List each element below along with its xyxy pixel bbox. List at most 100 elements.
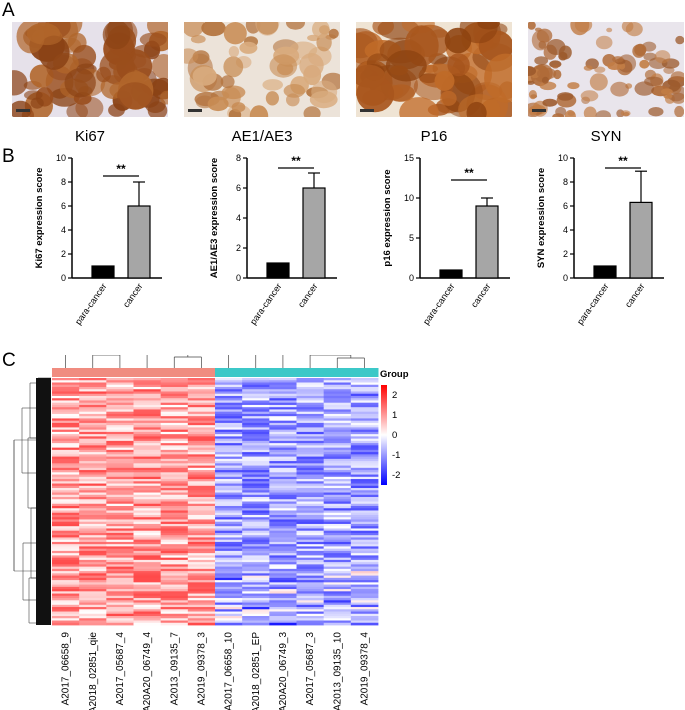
heatmap-cell bbox=[187, 535, 216, 538]
heatmap-cell bbox=[323, 568, 352, 572]
heatmap-cell bbox=[52, 589, 80, 592]
heatmap-cell bbox=[350, 501, 379, 505]
heatmap-cell bbox=[106, 586, 134, 590]
heatmap-cell bbox=[133, 449, 162, 453]
heatmap-cell bbox=[79, 407, 107, 410]
heatmap-cell bbox=[269, 398, 297, 401]
heatmap-cell bbox=[79, 566, 107, 570]
heatmap-cell bbox=[160, 595, 189, 599]
heatmap-cell bbox=[52, 395, 80, 399]
heatmap-cell bbox=[160, 438, 189, 442]
heatmap-cell bbox=[296, 488, 325, 491]
heatmap-cell bbox=[133, 476, 162, 480]
stain-region bbox=[580, 90, 599, 102]
heatmap-cell bbox=[52, 618, 80, 621]
stain-region bbox=[249, 105, 269, 117]
heatmap-cell bbox=[350, 577, 379, 581]
heatmap-cell bbox=[296, 416, 325, 419]
heatmap-cell bbox=[296, 553, 325, 556]
x-tick-label: para-cancer bbox=[575, 281, 611, 326]
heatmap-cell bbox=[269, 490, 297, 493]
heatmap-cell bbox=[133, 416, 162, 419]
heatmap-cell bbox=[350, 616, 379, 619]
heatmap-cell bbox=[133, 618, 162, 621]
heatmap-cell bbox=[106, 589, 134, 592]
stain-region bbox=[447, 53, 470, 77]
heatmap-cell bbox=[350, 512, 379, 516]
heatmap-cell bbox=[215, 553, 243, 556]
heatmap-cell bbox=[215, 443, 243, 446]
heatmap-cell bbox=[350, 483, 379, 487]
heatmap-cell bbox=[215, 557, 243, 561]
heatmap-cell bbox=[106, 622, 134, 626]
heatmap-cell bbox=[242, 492, 270, 496]
heatmap-cell bbox=[160, 609, 189, 612]
heatmap-cell bbox=[133, 465, 162, 469]
heatmap-cell bbox=[79, 389, 107, 392]
heatmap-cell bbox=[133, 411, 162, 415]
stain-region bbox=[262, 79, 283, 91]
stain-region bbox=[16, 22, 45, 54]
heatmap-cell bbox=[187, 564, 216, 568]
heatmap-cell bbox=[242, 463, 270, 466]
heatmap-cell bbox=[133, 440, 162, 444]
heatmap-cell bbox=[350, 461, 379, 464]
stain-region bbox=[459, 22, 498, 44]
heatmap-cell bbox=[160, 528, 189, 532]
x-tick-label: para-cancer bbox=[73, 281, 109, 326]
ihc-image-ki67 bbox=[12, 22, 168, 117]
stain-region bbox=[311, 80, 338, 104]
heatmap-cell bbox=[160, 548, 189, 552]
heatmap-cell bbox=[215, 494, 243, 498]
heatmap-cell bbox=[52, 532, 80, 536]
heatmap-cell bbox=[106, 593, 134, 597]
heatmap-cell bbox=[296, 580, 325, 583]
heatmap-cell bbox=[350, 526, 379, 529]
heatmap-cell bbox=[215, 501, 243, 505]
heatmap-cell bbox=[160, 566, 189, 570]
heatmap-cell bbox=[215, 566, 243, 570]
heatmap-cell bbox=[52, 380, 80, 383]
heatmap-cell bbox=[242, 411, 270, 415]
heatmap-cell bbox=[160, 532, 189, 536]
heatmap-cell bbox=[133, 458, 162, 462]
legend-title: Group bbox=[380, 369, 409, 380]
heatmap-cell bbox=[160, 436, 189, 440]
heatmap-cell bbox=[323, 490, 352, 493]
heatmap-cell bbox=[133, 559, 162, 563]
heatmap-cell bbox=[269, 611, 297, 615]
panel-label-a: A bbox=[2, 0, 15, 21]
heatmap-cell bbox=[79, 523, 107, 527]
x-tick-label: para-cancer bbox=[248, 281, 284, 326]
heatmap-cell bbox=[215, 380, 243, 383]
y-tick-label: 10 bbox=[404, 193, 414, 203]
heatmap-cell bbox=[79, 422, 107, 426]
heatmap-cell bbox=[160, 564, 189, 568]
heatmap-cell bbox=[296, 479, 325, 482]
heatmap-cell bbox=[350, 494, 379, 498]
heatmap-cell bbox=[79, 380, 107, 383]
heatmap-cell bbox=[79, 607, 107, 610]
heatmap-cell bbox=[187, 485, 216, 489]
heatmap-cell bbox=[323, 530, 352, 534]
heatmap-cell bbox=[215, 526, 243, 529]
stain-region bbox=[589, 73, 608, 91]
heatmap-cell bbox=[187, 517, 216, 520]
heatmap-cell bbox=[79, 384, 107, 388]
heatmap-cell bbox=[106, 544, 134, 547]
heatmap-cell bbox=[187, 577, 216, 581]
heatmap-cell bbox=[187, 461, 216, 464]
heatmap-cell bbox=[350, 492, 379, 496]
heatmap-cell bbox=[52, 604, 80, 608]
heatmap-cell bbox=[79, 490, 107, 493]
row-dendrogram bbox=[13, 377, 51, 625]
heatmap-cell bbox=[160, 613, 189, 617]
heatmap-cell bbox=[323, 528, 352, 532]
heatmap-cell bbox=[323, 559, 352, 563]
heatmap-cell bbox=[350, 595, 379, 599]
heatmap-cell bbox=[323, 546, 352, 550]
heatmap-cell bbox=[187, 413, 216, 417]
heatmap-cell bbox=[215, 436, 243, 440]
heatmap-cell bbox=[242, 602, 270, 606]
